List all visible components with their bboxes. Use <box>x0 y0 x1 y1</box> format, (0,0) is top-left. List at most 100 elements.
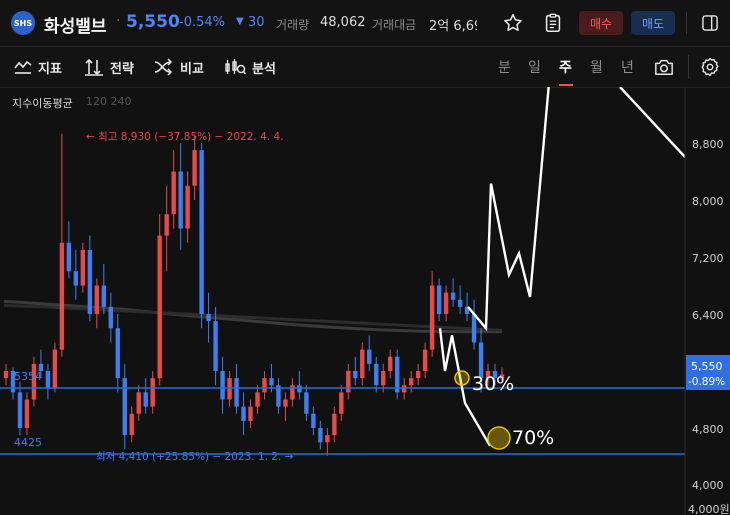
indicator-icon <box>14 60 32 74</box>
period-week[interactable]: 주 <box>559 60 572 76</box>
candle-body <box>283 399 288 407</box>
panel-toggle-icon[interactable] <box>697 10 723 36</box>
candle-body <box>325 435 330 443</box>
volume-value: 48,062 <box>320 15 366 30</box>
candle-body <box>248 406 253 421</box>
drawing-overlay-layer: 30% 70% <box>438 87 686 450</box>
candle-body <box>227 378 232 400</box>
moving-average-layer <box>3 299 503 334</box>
indicator-button[interactable]: 지표 <box>14 57 62 77</box>
candle <box>227 371 232 407</box>
candle <box>401 378 407 400</box>
candle <box>311 406 316 436</box>
order-book-icon[interactable] <box>540 10 566 36</box>
candle <box>164 185 169 272</box>
candle <box>304 385 309 421</box>
candle-body <box>122 378 127 436</box>
buy-button[interactable]: 매수 <box>579 11 623 35</box>
candle <box>136 385 141 421</box>
candle <box>276 378 281 414</box>
candle <box>80 242 86 293</box>
candle <box>206 292 211 343</box>
candle-body <box>408 378 414 386</box>
period-day[interactable]: 일 <box>528 60 541 76</box>
candle <box>262 371 267 400</box>
current-price-label: 5,550 <box>691 360 723 373</box>
period-year[interactable]: 년 <box>621 60 634 76</box>
candle-body <box>220 371 225 400</box>
candle <box>129 406 134 443</box>
candle-body <box>108 306 113 329</box>
candle <box>101 264 107 314</box>
candle-body <box>255 392 260 407</box>
candle-body <box>164 214 169 236</box>
moving-average-240 <box>3 304 503 332</box>
compare-button[interactable]: 비교 <box>154 57 204 77</box>
candle <box>150 371 155 414</box>
marker-30-circle <box>454 370 470 386</box>
candle-body <box>367 349 372 364</box>
candle-body <box>192 150 197 186</box>
camera-icon[interactable] <box>651 54 677 80</box>
indicator-label: 지표 <box>38 61 62 77</box>
candle-body <box>38 363 44 371</box>
drawing-path-down <box>438 328 492 447</box>
price-tick: 6,400 <box>692 309 724 322</box>
price-axis: 8,800 8,000 7,200 6,400 4,800 4,000 4,000원 5,55… <box>684 87 730 515</box>
period-month[interactable]: 월 <box>590 60 603 76</box>
current-price-tag <box>686 355 730 390</box>
price-tick: 7,200 <box>692 252 724 265</box>
candle-body <box>353 371 358 379</box>
level-label: 5354 <box>14 370 42 383</box>
candle <box>499 367 505 382</box>
candle <box>283 392 288 421</box>
candle-body <box>415 371 421 379</box>
candle <box>157 214 162 386</box>
analysis-button[interactable]: 분석 <box>224 57 276 77</box>
candle <box>10 367 16 400</box>
price-chart[interactable]: ← 최고 8,930 (−37.85%) − 2022. 4. 4. 최저 4,4… <box>0 87 730 515</box>
candle <box>492 363 498 386</box>
period-minute[interactable]: 분 <box>498 60 511 76</box>
settings-icon[interactable] <box>697 54 723 80</box>
candle-body <box>94 285 100 314</box>
candle-body <box>143 392 148 407</box>
candle <box>325 428 330 456</box>
strategy-button[interactable]: 전략 <box>84 57 134 77</box>
candle-body <box>129 413 134 436</box>
candle-layer <box>3 133 505 456</box>
price-tick: 4,000 <box>692 479 724 492</box>
candle-body <box>87 249 93 314</box>
candle <box>234 363 239 414</box>
analysis-icon <box>225 59 246 75</box>
candle <box>24 392 30 436</box>
candle <box>443 285 449 322</box>
candle-body <box>213 321 218 371</box>
indicator-name[interactable]: 지수이동평균 <box>12 97 73 110</box>
candle-body <box>136 392 141 414</box>
sell-button[interactable]: 매도 <box>631 11 675 35</box>
candle <box>297 371 302 400</box>
candle <box>192 135 197 200</box>
chart-toolbar: 지표 전략 비교 분석 분 일 주 월 년 <box>0 46 730 88</box>
toolbar-divider <box>688 55 689 79</box>
candle <box>17 381 23 436</box>
candle <box>108 292 113 343</box>
price-tick: 8,800 <box>692 138 724 151</box>
high-annotation: ← 최고 8,930 (−37.85%) − 2022. 4. 4. <box>86 131 283 143</box>
candle-body <box>381 371 386 386</box>
candle <box>471 299 477 350</box>
change-percent: -0.54% <box>179 15 225 30</box>
price-tick: 4,000원 <box>688 503 730 515</box>
amount-label: 거래대금 <box>372 18 417 32</box>
candle-body <box>297 385 302 393</box>
stock-name[interactable]: 화성밸브 <box>44 17 107 37</box>
candle-body <box>339 392 344 414</box>
candle-body <box>499 374 505 379</box>
candle-body <box>311 413 316 428</box>
star-icon[interactable] <box>500 10 526 36</box>
candle-body <box>332 413 337 436</box>
candle <box>457 285 463 314</box>
candle-body <box>3 371 9 379</box>
candle <box>115 314 120 393</box>
